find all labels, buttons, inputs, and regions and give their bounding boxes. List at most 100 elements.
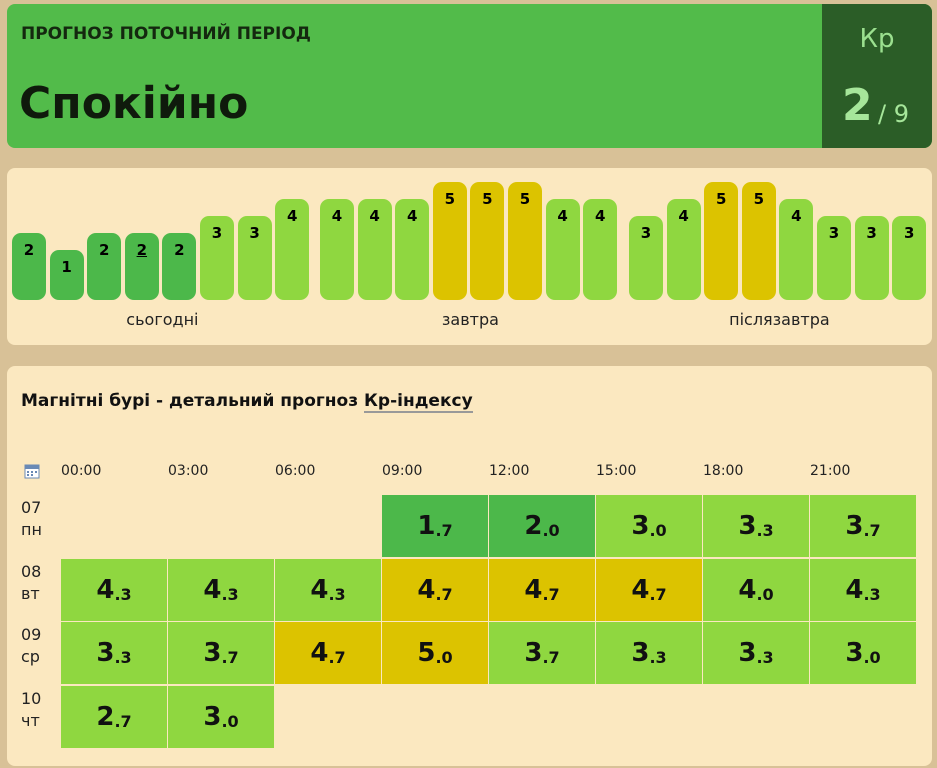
kp-int: 2 <box>524 511 543 541</box>
bar-label: 4 <box>557 207 568 225</box>
kp-frac: .7 <box>649 584 667 604</box>
kp-frac: .7 <box>221 647 239 667</box>
time-label: 12:00 <box>489 463 530 479</box>
header-card: ПРОГНОЗ ПОТОЧНИЙ ПЕРІОД Спокійно Кр 2 / … <box>7 4 932 148</box>
bar-label: 3 <box>866 224 877 242</box>
index-name: Кр <box>859 24 895 54</box>
kp-bar <box>12 233 46 300</box>
kp-bar <box>741 182 776 300</box>
kp-cell: 2.7 <box>61 686 167 748</box>
kp-int: 4 <box>738 575 757 605</box>
kp-int: 4 <box>524 575 543 605</box>
bar-label: 1 <box>61 258 72 276</box>
kp-bar <box>779 199 814 300</box>
bar-label: 3 <box>828 224 840 242</box>
kp-cell: 3.3 <box>703 622 809 684</box>
kp-cell: 3.7 <box>810 495 916 557</box>
kp-int: 3 <box>203 638 222 668</box>
kp-cell: 5.0 <box>382 622 488 684</box>
kp-frac: .3 <box>328 584 346 604</box>
kp-int: 3 <box>845 638 864 668</box>
kp-frac: .3 <box>649 647 667 667</box>
status: Спокійно <box>19 78 249 129</box>
kp-bar <box>583 199 618 300</box>
kp-bar <box>432 182 467 300</box>
index-box: Кр 2 / 9 <box>822 4 932 148</box>
bar-label: 3 <box>211 224 223 242</box>
kp-int: 3 <box>203 702 222 732</box>
kp-int: 3 <box>631 638 650 668</box>
kp-frac: .0 <box>221 711 239 731</box>
kp-frac: .7 <box>435 520 453 540</box>
kp-bar <box>124 233 159 300</box>
kp-cell: 3.0 <box>596 495 702 557</box>
kp-cell: 4.7 <box>489 559 595 621</box>
bar-label: 4 <box>286 207 298 225</box>
kp-frac: .7 <box>863 520 881 540</box>
kp-bar <box>704 182 739 300</box>
kp-int: 4 <box>310 575 329 605</box>
kp-bar <box>357 199 392 300</box>
kp-frac: .0 <box>435 647 453 667</box>
kp-frac: .0 <box>542 520 560 540</box>
index-max: / 9 <box>878 100 909 128</box>
row-weekday: пн <box>21 520 42 539</box>
bar-label: 2 <box>23 241 35 259</box>
bar-label: 2 <box>174 241 185 259</box>
kp-bar <box>666 199 701 300</box>
bar-label: 5 <box>444 190 456 208</box>
kp-int: 3 <box>96 638 115 668</box>
kp-frac: .3 <box>756 647 774 667</box>
row-weekday: чт <box>21 711 40 730</box>
kp-bar <box>275 199 310 300</box>
kp-int: 4 <box>845 575 864 605</box>
kp-frac: .3 <box>863 584 881 604</box>
day-label: завтра <box>441 310 499 329</box>
kp-cell: 4.7 <box>382 559 488 621</box>
kp-bar <box>817 216 851 300</box>
kp-cell: 3.3 <box>61 622 167 684</box>
kp-bar <box>508 182 542 300</box>
kp-frac: .0 <box>756 584 774 604</box>
time-label: 18:00 <box>703 463 744 479</box>
bar-label: 3 <box>903 224 915 242</box>
kp-bar <box>395 199 430 300</box>
bar-label: 5 <box>519 190 531 208</box>
kp-cell: 4.7 <box>275 622 381 684</box>
time-label: 09:00 <box>382 463 423 479</box>
kp-cell: 4.3 <box>168 559 274 621</box>
kp-bar <box>162 233 197 300</box>
detail-title: Магнітні бурі - детальний прогноз Кр-інд… <box>21 391 473 413</box>
kp-frac: .7 <box>542 647 560 667</box>
kp-frac: .7 <box>542 584 560 604</box>
bar-label: 5 <box>715 190 727 208</box>
kp-cell: 3.0 <box>168 686 274 748</box>
kp-int: 5 <box>417 638 436 668</box>
bar-label: 5 <box>753 190 765 208</box>
kp-int: 4 <box>310 638 329 668</box>
kp-int: 4 <box>631 575 650 605</box>
kp-frac: .7 <box>114 711 132 731</box>
kp-bar <box>892 216 927 300</box>
kp-bar <box>470 182 505 300</box>
kp-cell: 3.3 <box>703 495 809 557</box>
bar-label: 4 <box>369 207 380 225</box>
time-label: 15:00 <box>596 463 637 479</box>
time-label: 21:00 <box>810 463 851 479</box>
kp-bar <box>545 199 580 300</box>
kp-bar <box>49 250 84 300</box>
kp-int: 1 <box>417 511 436 541</box>
kp-int: 4 <box>417 575 436 605</box>
kp-cell: 3.7 <box>168 622 274 684</box>
kp-frac: .3 <box>756 520 774 540</box>
title-text: Магнітні бурі - детальний прогноз <box>21 391 359 411</box>
kp-cell: 4.3 <box>61 559 167 621</box>
kp-int: 3 <box>845 511 864 541</box>
bar-label: 2 <box>98 241 110 259</box>
title-link[interactable]: Кр-індексу <box>364 391 473 413</box>
kp-cell: 4.3 <box>275 559 381 621</box>
bar-label: 4 <box>678 207 689 225</box>
kp-bar <box>237 216 272 300</box>
time-label: 03:00 <box>168 463 209 479</box>
